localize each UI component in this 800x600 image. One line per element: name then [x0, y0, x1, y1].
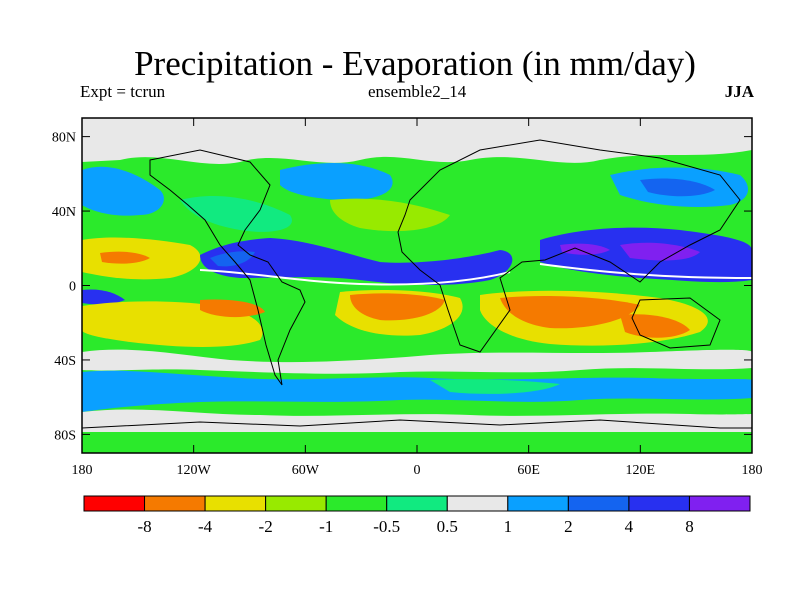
colorbar: -8 -4 -2 -1 -0.5 0.5 1 2 4 8 [83, 495, 751, 536]
colorbar-swatch [144, 495, 206, 512]
colorbar-label: -2 [259, 517, 273, 536]
coastlines [82, 139, 752, 429]
colorbar-swatch [83, 495, 146, 512]
colorbar-label: -8 [137, 517, 151, 536]
lat-tick-label: 80N [52, 131, 76, 146]
colorbar-swatch [386, 495, 448, 512]
colorbar-swatch [204, 495, 267, 512]
season-label: JJA [724, 82, 754, 101]
colorbar-swatch [265, 495, 327, 512]
colorbar-label: 0.5 [437, 517, 458, 536]
lat-tick-label: 0 [69, 280, 76, 295]
lon-tick-label: 0 [414, 463, 421, 478]
colorbar-label: 2 [564, 517, 573, 536]
ensemble-label: ensemble2_14 [368, 82, 467, 101]
colorbar-swatch [446, 495, 509, 512]
lat-tick-label: 40N [52, 205, 76, 220]
lon-tick-label: 180 [742, 463, 763, 478]
lon-tick-label: 60W [292, 463, 320, 478]
contour-fields [82, 118, 752, 453]
lat-tick-label: 40S [54, 354, 76, 369]
axis-ticks: 80N 40N 0 40S 80S 180 120W 60W 0 60E 120E 180 [52, 118, 763, 478]
colorbar-swatch [688, 495, 751, 512]
colorbar-label: -0.5 [373, 517, 400, 536]
colorbar-label: 8 [685, 517, 694, 536]
colorbar-label: 4 [625, 517, 634, 536]
lon-tick-label: 120E [626, 463, 656, 478]
colorbar-swatch [628, 495, 690, 512]
colorbar-label: -4 [198, 517, 213, 536]
colorbar-swatch [325, 495, 388, 512]
experiment-label: Expt = tcrun [80, 82, 166, 101]
colorbar-label: 1 [504, 517, 513, 536]
lon-tick-label: 60E [517, 463, 540, 478]
colorbar-label: -1 [319, 517, 333, 536]
lon-tick-label: 180 [72, 463, 93, 478]
colorbar-swatch [507, 495, 569, 512]
lon-tick-label: 120W [177, 463, 212, 478]
lat-tick-label: 80S [54, 428, 76, 443]
map-title: Precipitation - Evaporation (in mm/day) [134, 44, 696, 83]
colorbar-swatch [567, 495, 630, 512]
